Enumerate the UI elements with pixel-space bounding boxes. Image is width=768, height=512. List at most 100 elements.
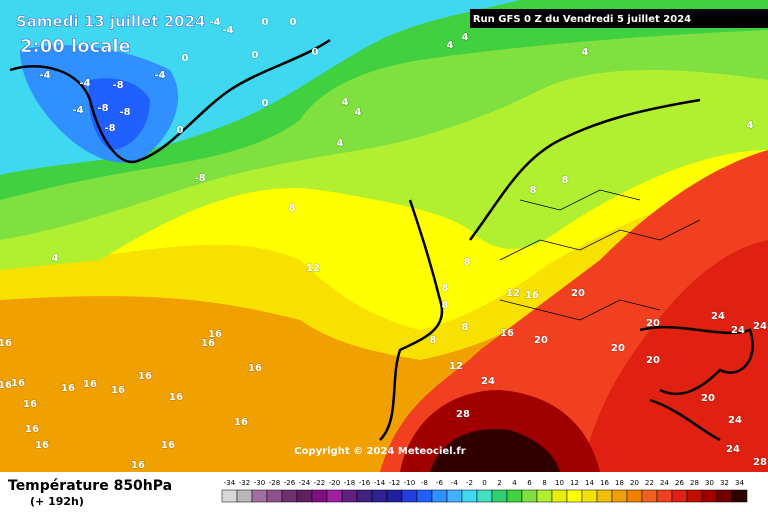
- colorbar-label: -28: [269, 479, 280, 487]
- zone-24: [580, 240, 768, 472]
- colorbar-label: -32: [239, 479, 250, 487]
- contour-label: 16: [25, 424, 39, 435]
- colorbar-swatch: [416, 489, 433, 503]
- contour-label: -8: [104, 123, 115, 134]
- colorbar-swatch: [491, 489, 508, 503]
- contour-label: 12: [449, 361, 463, 372]
- coastlines: [9, 38, 754, 442]
- colorbar-swatch: [371, 489, 388, 503]
- contour-label: 24: [731, 325, 745, 336]
- contour-label: 16: [0, 380, 12, 391]
- colorbar-swatch: [656, 489, 673, 503]
- colorbar-label: 24: [660, 479, 669, 487]
- contour-label: 0: [312, 47, 319, 58]
- contour-label: -4: [72, 105, 83, 116]
- colorbar-label: -2: [466, 479, 473, 487]
- contour-label: -4: [79, 78, 90, 89]
- contour-label: 4: [462, 32, 469, 43]
- contour-label: 24: [753, 321, 767, 332]
- contour-label: 8: [562, 175, 569, 186]
- contour-label: 24: [726, 444, 740, 455]
- colorbar-swatch: [296, 489, 313, 503]
- borders: [499, 189, 701, 321]
- colorbar-swatch: [341, 489, 358, 503]
- contour-label: 16: [169, 392, 183, 403]
- colorbar-swatch: [446, 489, 463, 503]
- colorbar-label: -20: [329, 479, 340, 487]
- contour-label: 4: [342, 97, 349, 108]
- zone-m10: [88, 78, 150, 150]
- colorbar-label: 12: [570, 479, 579, 487]
- contour-label: 8: [289, 203, 296, 214]
- contour-label: 24: [481, 376, 495, 387]
- colorbar-label: -10: [404, 479, 415, 487]
- contour-label: 16: [500, 328, 514, 339]
- contour-label: 8: [442, 300, 449, 311]
- local-time: 2:00 locale: [20, 36, 131, 57]
- contour-label: 20: [701, 393, 715, 404]
- contour-label: 20: [646, 318, 660, 329]
- contour-label: 4: [447, 40, 454, 51]
- colorbar-label: 18: [615, 479, 624, 487]
- colorbar-swatch: [581, 489, 598, 503]
- contour-label: 4: [747, 120, 754, 131]
- contour-label: 12: [306, 263, 320, 274]
- colorbar-swatch: [671, 489, 688, 503]
- colorbar-label: -14: [374, 479, 386, 487]
- contour-label: 4: [582, 47, 589, 58]
- contour-label: 16: [208, 329, 222, 340]
- contour-label: 24: [728, 415, 742, 426]
- colorbar-label: 34: [735, 479, 744, 487]
- lead-time: (+ 192h): [30, 495, 84, 508]
- run-info: Run GFS 0 Z du Vendredi 5 juillet 2024: [473, 14, 691, 25]
- europe-west-coast: [379, 199, 444, 441]
- colorbar-swatch: [401, 489, 418, 503]
- contour-label: -8: [112, 80, 123, 91]
- colorbar-swatch: [626, 489, 643, 503]
- colorbar-swatch: [701, 489, 718, 503]
- colorbar-swatch: [326, 489, 343, 503]
- contour-label: 16: [83, 379, 97, 390]
- colorbar-label: -34: [224, 479, 236, 487]
- colorbar-swatch: [281, 489, 298, 503]
- colorbar-label: 4: [512, 479, 517, 487]
- contour-label: -4: [209, 17, 220, 28]
- contour-label: 4: [337, 138, 344, 149]
- border: [499, 299, 661, 321]
- contour-label: 0: [262, 98, 269, 109]
- contour-label: 16: [525, 290, 539, 301]
- contour-label: 0: [182, 53, 189, 64]
- colorbar-label: -24: [299, 479, 311, 487]
- colorbar-swatch: [221, 489, 238, 503]
- contour-label: 16: [23, 399, 37, 410]
- colorbar-swatch: [311, 489, 328, 503]
- colorbar-label: 30: [705, 479, 714, 487]
- contour-label: 16: [138, 371, 152, 382]
- colorbar-swatch: [566, 489, 583, 503]
- copyright: Copyright © 2024 Meteociel.fr: [294, 446, 465, 457]
- scandinavia-coast: [468, 98, 701, 241]
- colorbar-swatch: [431, 489, 448, 503]
- valid-date: Samedi 13 juillet 2024: [16, 13, 206, 31]
- contour-label: 28: [753, 457, 767, 468]
- colorbar-swatch: [521, 489, 538, 503]
- contour-label: 16: [11, 378, 25, 389]
- contour-label: 16: [35, 440, 49, 451]
- zone-34: [430, 429, 560, 472]
- border: [499, 219, 701, 261]
- contour-label: 4: [52, 253, 59, 264]
- colorbar-label: 8: [542, 479, 546, 487]
- black-sea-coast: [639, 325, 754, 396]
- colorbar-label: -18: [344, 479, 355, 487]
- run-box: [470, 9, 768, 28]
- contour-label: -8: [119, 107, 130, 118]
- contour-label: 28: [456, 409, 470, 420]
- contour-label: 8: [442, 283, 449, 294]
- contour-label: 0: [177, 125, 184, 136]
- contour-label: 0: [262, 17, 269, 28]
- colorbar-swatch: [536, 489, 553, 503]
- colorbar-label: 0: [482, 479, 486, 487]
- contour-label: 0: [252, 50, 259, 61]
- greenland-coast: [9, 38, 331, 164]
